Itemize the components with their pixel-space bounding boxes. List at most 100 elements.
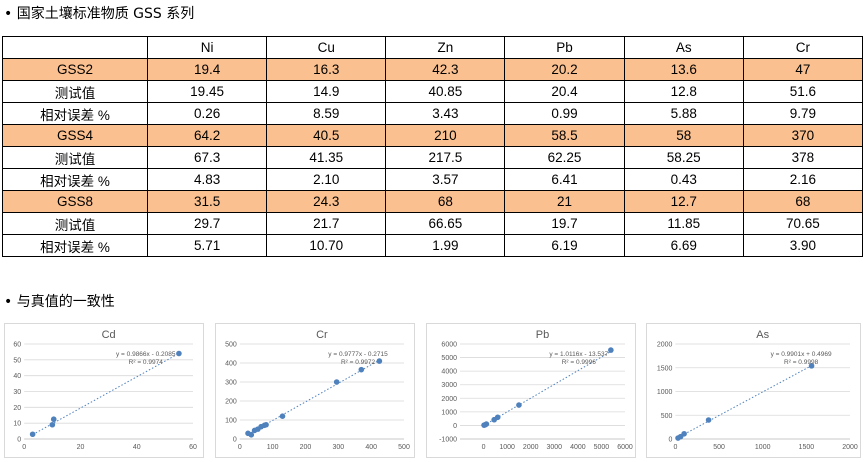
value-cell: 12.7 [623, 190, 744, 213]
data-point [494, 414, 501, 421]
x-tick-label: 2000 [842, 444, 858, 451]
y-tick-label: 2000 [657, 342, 673, 349]
value-cell: 11.85 [623, 212, 744, 235]
value-cell: 70.65 [742, 212, 864, 235]
x-tick-label: 3000 [546, 444, 562, 451]
y-tick-label: 0 [453, 423, 457, 430]
data-point [333, 379, 340, 385]
chart-title: Cr [316, 329, 328, 341]
value-cell: 4.83 [146, 168, 268, 191]
x-tick-label: 60 [189, 444, 197, 451]
trend-equation: y = 1.0116x - 13.537 [549, 351, 608, 358]
y-tick-label: 400 [225, 361, 237, 368]
chart-pb: Pb -1000 0 1000 2000 3000 4000 5000 6000 0 1000 200… [426, 323, 636, 458]
table-row: GSS4 64.2 40.5 210 58.5 58 370 [2, 124, 864, 147]
header-cell-ni: Ni [146, 36, 268, 59]
value-cell: 21 [504, 190, 625, 213]
x-tick-label: 500 [713, 444, 725, 451]
x-tick-label: 1000 [499, 444, 515, 451]
value-cell: 8.59 [266, 102, 387, 125]
value-cell: 6.19 [504, 234, 625, 257]
row-label-cell: 测试值 [2, 80, 148, 103]
x-tick-label: 200 [300, 444, 312, 451]
data-point [279, 413, 286, 419]
value-cell: 217.5 [385, 146, 506, 169]
trend-equation: y = 0.9901x + 0.4969 [771, 351, 832, 358]
value-cell: 20.2 [504, 58, 625, 81]
data-point [29, 431, 36, 438]
value-cell: 0.99 [504, 102, 625, 125]
value-cell: 6.41 [504, 168, 625, 191]
value-cell: 19.45 [146, 80, 268, 103]
chart-title: As [756, 329, 769, 341]
table-row: GSS2 19.4 16.3 42.3 20.2 13.6 47 [2, 58, 864, 81]
row-label-cell: GSS2 [2, 58, 148, 81]
data-point [705, 417, 712, 423]
y-tick-label: 1500 [657, 365, 673, 372]
section-title-agreement: • 与真值的一致性 [4, 294, 115, 310]
y-tick-label: 60 [13, 342, 21, 349]
value-cell: 31.5 [146, 190, 268, 213]
value-cell: 14.9 [266, 80, 387, 103]
value-cell: 12.8 [623, 80, 744, 103]
value-cell: 51.6 [742, 80, 864, 103]
row-label-cell: 测试值 [2, 212, 148, 235]
value-cell: 40.85 [385, 80, 506, 103]
x-tick-label: 400 [365, 444, 377, 451]
y-tick-label: 100 [225, 418, 237, 425]
x-tick-label: 0 [673, 444, 677, 451]
value-cell: 67.3 [146, 146, 268, 169]
value-cell: 62.25 [504, 146, 625, 169]
y-tick-label: 0 [668, 437, 672, 444]
value-cell: 5.71 [146, 234, 268, 257]
data-point [608, 347, 614, 353]
data-point [483, 421, 490, 427]
value-cell: 66.65 [385, 212, 506, 235]
x-tick-label: 1000 [755, 444, 771, 451]
chart-as-svg: As 0 500 1000 1500 2000 0 500 1000 1500 2000 y = 0.… [657, 329, 858, 451]
value-cell: 210 [385, 124, 506, 147]
chart-cr: Cr 0 100 200 300 400 500 0 100 200 300 400 500 y = 0.… [215, 323, 415, 458]
row-label-cell: 相对误差 % [2, 234, 148, 257]
data-point [358, 366, 365, 373]
y-tick-label: 2000 [441, 396, 457, 403]
y-tick-label: 50 [13, 357, 21, 364]
chart-cd: Cd 0 10 20 30 40 50 60 0 20 40 60 y = 0.9866x - 0.20… [4, 323, 204, 458]
trend-r2: R² = 0.9998 [784, 359, 819, 366]
y-tick-label: 30 [13, 389, 21, 396]
trend-r2: R² = 0.9996 [562, 359, 597, 366]
x-tick-label: 0 [238, 444, 242, 451]
y-tick-label: 10 [13, 421, 21, 428]
y-tick-label: 1000 [441, 409, 457, 416]
table-row: 测试值 67.3 41.35 217.5 62.25 58.25 378 [2, 146, 864, 169]
value-cell: 19.7 [504, 212, 625, 235]
row-label-cell: 相对误差 % [2, 168, 148, 191]
value-cell: 370 [742, 124, 864, 147]
value-cell: 9.79 [742, 102, 864, 125]
row-label-cell: 测试值 [2, 146, 148, 169]
value-cell: 1.99 [385, 234, 506, 257]
y-tick-label: 0 [233, 437, 237, 444]
value-cell: 29.7 [146, 212, 268, 235]
data-point [681, 430, 687, 437]
value-cell: 68 [742, 190, 864, 213]
header-cell-pb: Pb [504, 36, 625, 59]
y-tick-label: 0 [17, 437, 21, 444]
value-cell: 21.7 [266, 212, 387, 235]
trend-r2: R² = 0.9972 [341, 359, 376, 366]
y-tick-label: 500 [225, 342, 237, 349]
header-cell-cr: Cr [742, 36, 864, 59]
value-cell: 5.88 [623, 102, 744, 125]
trend-r2: R² = 0.9974 [129, 359, 164, 366]
table-row: 测试值 19.45 14.9 40.85 20.4 12.8 51.6 [2, 80, 864, 103]
value-cell: 24.3 [266, 190, 387, 213]
data-point [263, 421, 269, 428]
section-title-gss: • 国家土壤标准物质 GSS 系列 [4, 6, 195, 22]
data-point [808, 363, 815, 369]
header-cell-zn: Zn [385, 36, 506, 59]
data-point [376, 358, 383, 364]
data-point [176, 350, 182, 357]
value-cell: 58 [623, 124, 744, 147]
value-cell: 0.26 [146, 102, 268, 125]
value-cell: 3.43 [385, 102, 506, 125]
